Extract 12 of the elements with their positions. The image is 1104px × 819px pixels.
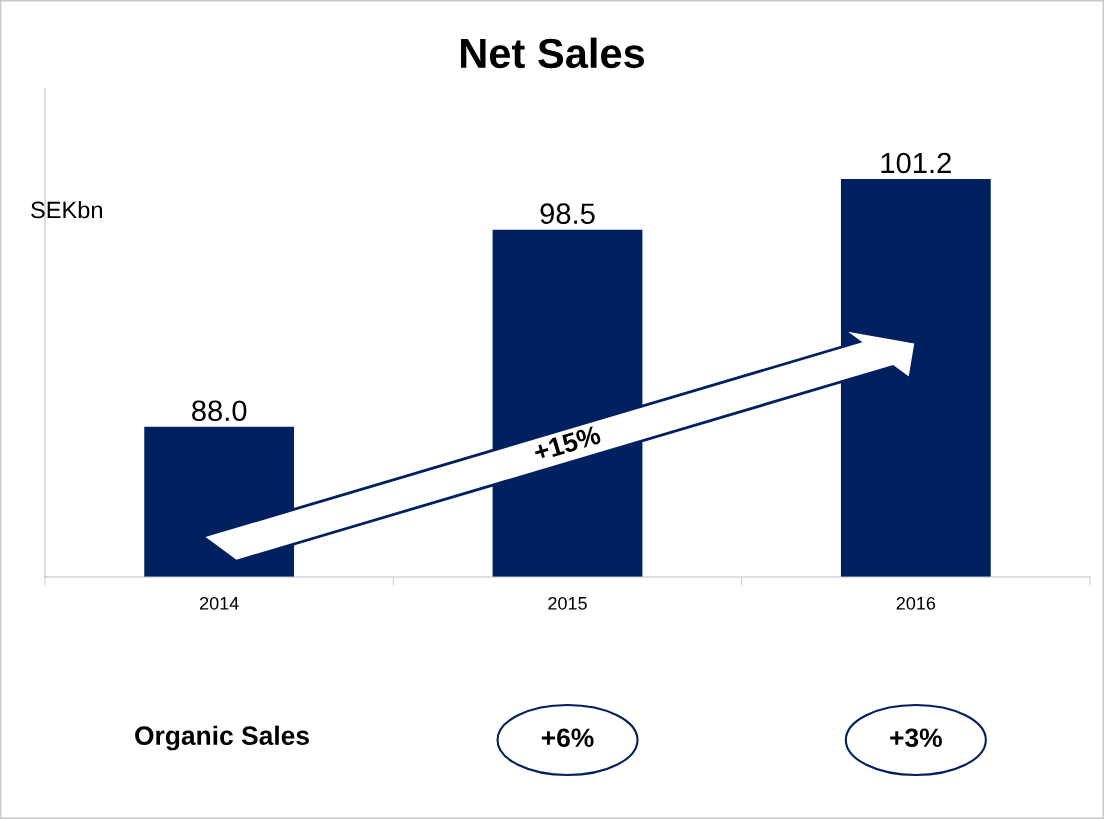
annotation: +15% bbox=[532, 425, 602, 462]
text: +6% bbox=[541, 728, 594, 748]
data-label: 88.0 bbox=[192, 400, 247, 422]
x-tick-label: 2014 bbox=[199, 596, 239, 610]
x-tick-label: 2015 bbox=[548, 596, 587, 610]
data-label: 101.2 bbox=[881, 152, 951, 174]
chart-title: Net Sales bbox=[460, 37, 645, 69]
data-label: 98.5 bbox=[540, 203, 595, 224]
annotation: SEKbn bbox=[31, 201, 102, 219]
x-tick-label: 2016 bbox=[896, 596, 936, 610]
text: +3% bbox=[890, 728, 942, 748]
text: Organic Sales bbox=[135, 725, 309, 751]
